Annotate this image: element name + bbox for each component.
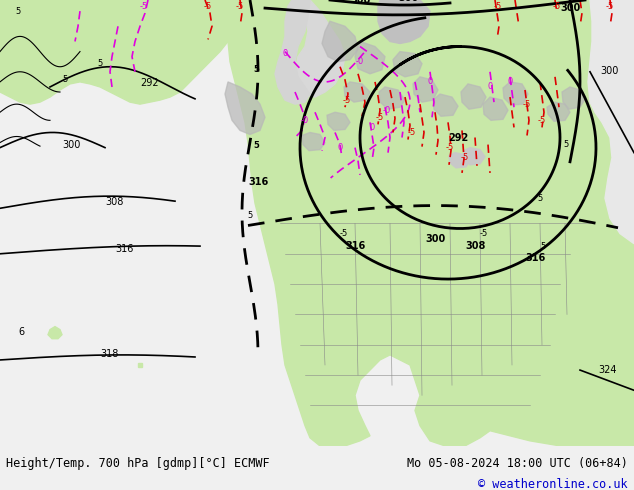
Polygon shape bbox=[393, 51, 422, 77]
Text: 316: 316 bbox=[525, 253, 545, 263]
Text: 5: 5 bbox=[564, 140, 569, 149]
Text: 6: 6 bbox=[18, 327, 24, 337]
Text: 5: 5 bbox=[253, 141, 259, 149]
Text: -5: -5 bbox=[461, 153, 469, 162]
Text: 300: 300 bbox=[560, 3, 580, 13]
Text: © weatheronline.co.uk: © weatheronline.co.uk bbox=[479, 478, 628, 490]
Polygon shape bbox=[295, 0, 345, 97]
Text: 300: 300 bbox=[398, 0, 418, 3]
Text: -5: -5 bbox=[480, 229, 488, 238]
Polygon shape bbox=[464, 147, 485, 165]
Polygon shape bbox=[48, 327, 62, 339]
Text: 0: 0 bbox=[488, 82, 493, 92]
Text: -5: -5 bbox=[340, 229, 348, 238]
Text: 0: 0 bbox=[427, 77, 432, 86]
Text: -5: -5 bbox=[494, 1, 502, 11]
Text: 5: 5 bbox=[538, 194, 543, 203]
Text: 308: 308 bbox=[105, 197, 124, 207]
Text: 324: 324 bbox=[598, 365, 616, 375]
Polygon shape bbox=[547, 102, 570, 122]
Text: -0: -0 bbox=[356, 57, 364, 66]
Polygon shape bbox=[483, 97, 508, 121]
Text: -5: -5 bbox=[343, 96, 351, 104]
Polygon shape bbox=[378, 0, 430, 44]
Polygon shape bbox=[503, 82, 528, 105]
Text: Height/Temp. 700 hPa [gdmp][°C] ECMWF: Height/Temp. 700 hPa [gdmp][°C] ECMWF bbox=[6, 457, 269, 470]
Text: -5: -5 bbox=[538, 116, 546, 125]
Text: 318: 318 bbox=[100, 349, 119, 359]
Text: 300: 300 bbox=[600, 66, 618, 76]
Text: 5: 5 bbox=[62, 75, 68, 84]
Text: 5: 5 bbox=[98, 59, 103, 68]
Text: 316: 316 bbox=[248, 177, 268, 187]
Polygon shape bbox=[0, 0, 230, 104]
Text: Mo 05-08-2024 18:00 UTC (06+84): Mo 05-08-2024 18:00 UTC (06+84) bbox=[407, 457, 628, 470]
Text: -5: -5 bbox=[204, 1, 212, 11]
Polygon shape bbox=[322, 21, 358, 62]
Text: 0: 0 bbox=[337, 143, 342, 152]
Text: -0: -0 bbox=[301, 116, 309, 125]
Text: -0: -0 bbox=[383, 106, 391, 115]
Text: -5: -5 bbox=[140, 1, 148, 11]
Text: 0: 0 bbox=[370, 123, 375, 132]
Text: 5: 5 bbox=[540, 242, 545, 251]
Polygon shape bbox=[138, 363, 142, 367]
Polygon shape bbox=[461, 84, 486, 109]
Text: 292: 292 bbox=[140, 78, 158, 88]
Polygon shape bbox=[302, 132, 325, 150]
Polygon shape bbox=[379, 87, 405, 109]
Text: 0: 0 bbox=[507, 77, 513, 86]
Text: 292: 292 bbox=[448, 132, 469, 143]
Text: -5: -5 bbox=[606, 1, 614, 11]
Polygon shape bbox=[327, 112, 350, 130]
Polygon shape bbox=[275, 0, 310, 104]
Text: 0: 0 bbox=[282, 49, 288, 58]
Text: -5: -5 bbox=[523, 99, 531, 109]
Text: 300: 300 bbox=[425, 234, 445, 244]
Text: 308: 308 bbox=[350, 0, 370, 5]
Text: 316: 316 bbox=[115, 244, 133, 254]
Text: -5: -5 bbox=[236, 1, 244, 11]
Text: -5: -5 bbox=[446, 143, 454, 152]
Polygon shape bbox=[562, 87, 585, 109]
Polygon shape bbox=[344, 82, 370, 102]
Polygon shape bbox=[449, 153, 470, 168]
Polygon shape bbox=[413, 77, 438, 102]
Polygon shape bbox=[355, 42, 385, 74]
Text: 5: 5 bbox=[15, 7, 21, 16]
Text: -5: -5 bbox=[553, 1, 561, 11]
Text: 5: 5 bbox=[247, 211, 252, 220]
Text: 5: 5 bbox=[253, 65, 259, 74]
Text: 300: 300 bbox=[62, 140, 81, 149]
Text: 316: 316 bbox=[345, 241, 365, 251]
Polygon shape bbox=[225, 82, 265, 134]
Polygon shape bbox=[433, 94, 458, 116]
Text: 308: 308 bbox=[465, 241, 486, 251]
Polygon shape bbox=[588, 0, 634, 244]
Text: -5: -5 bbox=[376, 113, 384, 122]
Polygon shape bbox=[228, 0, 634, 446]
Text: -5: -5 bbox=[408, 128, 416, 137]
